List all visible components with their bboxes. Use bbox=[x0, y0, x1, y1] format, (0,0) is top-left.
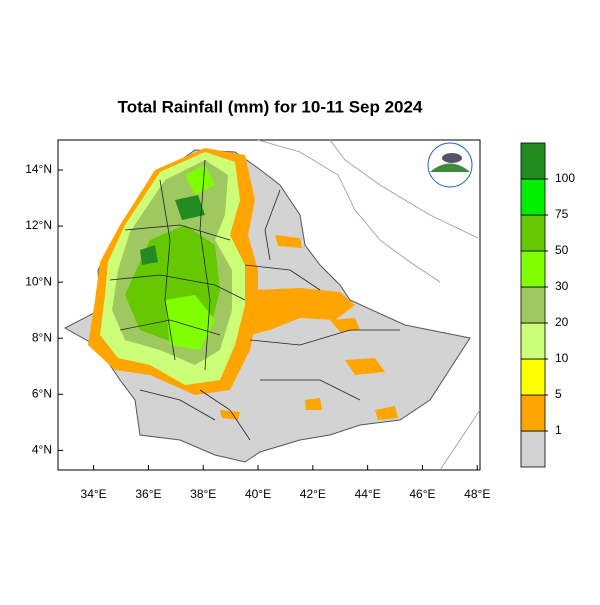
y-tick-label: 10°N bbox=[25, 274, 52, 288]
rain-area-100 bbox=[140, 195, 205, 265]
x-tick-label: 44°E bbox=[355, 487, 381, 501]
colorbar-label: 75 bbox=[555, 207, 569, 221]
y-tick-label: 14°N bbox=[25, 162, 52, 176]
x-tick-label: 42°E bbox=[300, 487, 326, 501]
map-content bbox=[63, 139, 481, 471]
x-tick-label: 48°E bbox=[464, 487, 490, 501]
colorbar-bin bbox=[520, 430, 546, 468]
colorbar-label: 10 bbox=[555, 351, 569, 365]
colorbar-label: 50 bbox=[555, 243, 569, 257]
x-tick-label: 38°E bbox=[190, 487, 216, 501]
colorbar-label: 100 bbox=[555, 171, 575, 185]
colorbar-bin bbox=[520, 142, 546, 180]
colorbar-bin bbox=[520, 322, 546, 360]
x-tick-label: 36°E bbox=[135, 487, 161, 501]
x-tick-label: 40°E bbox=[245, 487, 271, 501]
map-title: Total Rainfall (mm) for 10-11 Sep 2024 bbox=[118, 97, 423, 116]
agency-logo-cloud bbox=[442, 153, 462, 163]
region-boundaries bbox=[109, 159, 400, 441]
colorbar-bin bbox=[520, 178, 546, 216]
colorbar-label: 30 bbox=[555, 279, 569, 293]
axes: 34°E 36°E 38°E 40°E 42°E 44°E 46°E 48°E 4°N 6°N 8°… bbox=[25, 162, 490, 501]
rain-area-1-5-east bbox=[220, 235, 398, 420]
colorbar-label: 5 bbox=[555, 387, 562, 401]
colorbar-bin bbox=[520, 214, 546, 252]
y-tick-label: 12°N bbox=[25, 218, 52, 232]
colorbar-label: 1 bbox=[555, 423, 562, 437]
agency-logo-hills bbox=[430, 163, 470, 172]
coastline bbox=[257, 139, 481, 471]
colorbar: 1 5 10 20 30 50 75 100 bbox=[520, 142, 575, 468]
x-tick-label: 34°E bbox=[81, 487, 107, 501]
colorbar-bin bbox=[520, 394, 546, 432]
colorbar-label: 20 bbox=[555, 315, 569, 329]
rain-area-30-50 bbox=[165, 165, 215, 350]
x-tick-label: 46°E bbox=[409, 487, 435, 501]
y-tick-label: 6°N bbox=[32, 386, 52, 400]
colorbar-bin bbox=[520, 358, 546, 396]
colorbar-bin bbox=[520, 250, 546, 288]
colorbar-bin bbox=[520, 286, 546, 324]
y-tick-label: 8°N bbox=[32, 330, 52, 344]
y-tick-label: 4°N bbox=[32, 443, 52, 457]
